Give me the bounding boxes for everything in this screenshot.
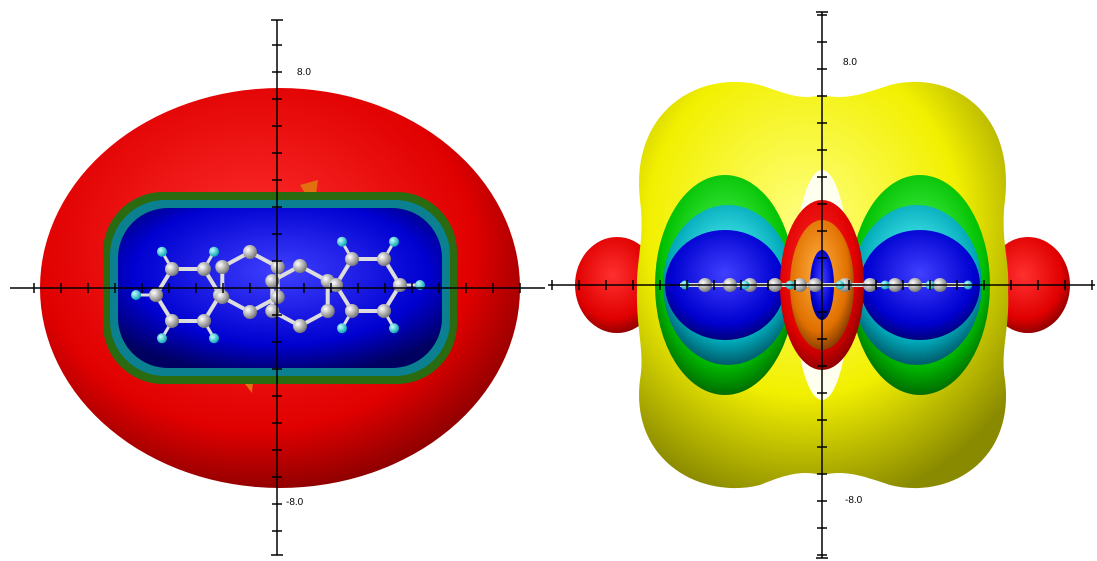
- carbon-atom: [243, 245, 257, 259]
- hydrogen-atom: [131, 290, 141, 300]
- axis-label-top: 8.0: [843, 57, 857, 68]
- molecule: [131, 236, 425, 344]
- axis-label-top: 8.0: [297, 67, 311, 78]
- carbon-atom: [345, 303, 359, 318]
- axes: [10, 11, 1095, 559]
- hydrogen-atom: [157, 246, 167, 257]
- hydrogen-atom: [337, 323, 347, 334]
- carbon-atom: [320, 304, 335, 318]
- hydrogen-atom: [209, 246, 219, 257]
- carbon-atom: [149, 288, 163, 302]
- hydrogen-atom: [389, 236, 399, 247]
- carbon-atom: [265, 274, 280, 288]
- axis-label-bottom: -8.0: [845, 495, 863, 506]
- carbon-atom: [243, 305, 257, 319]
- carbon-atom: [197, 313, 211, 328]
- axis-label-bottom: -8.0: [286, 497, 304, 508]
- carbon-atom: [215, 260, 230, 274]
- carbon-atom: [165, 262, 179, 277]
- carbon-atom: [165, 313, 179, 328]
- carbon-atom: [345, 252, 359, 267]
- carbon-atom: [215, 290, 230, 304]
- carbon-atom: [377, 303, 391, 318]
- hydrogen-atom: [389, 323, 399, 334]
- carbon-atom: [293, 259, 307, 273]
- hydrogen-atom: [209, 333, 219, 344]
- carbon-atom: [377, 252, 391, 267]
- carbon-atom: [197, 262, 211, 277]
- hydrogen-atom: [157, 333, 167, 344]
- carbon-atom: [393, 278, 407, 292]
- hydrogen-atom: [337, 236, 347, 247]
- carbon-atom: [293, 319, 307, 333]
